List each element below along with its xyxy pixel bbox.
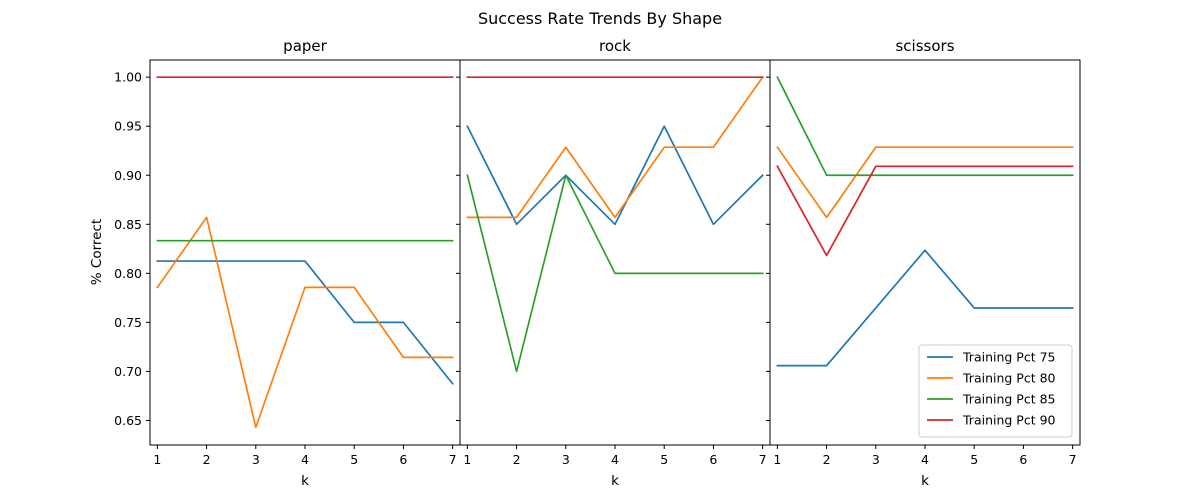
x-tick-label-rock-7: 7: [759, 452, 767, 467]
y-tick-label-0.85: 0.85: [114, 217, 142, 232]
y-tick-label-1.00: 1.00: [114, 70, 142, 85]
plot-frame-paper: [149, 59, 461, 446]
series-line-scissors-training-pct-90: [776, 165, 1074, 257]
x-tick-label-scissors-3: 3: [872, 452, 880, 467]
x-tick-label-rock-3: 3: [562, 452, 570, 467]
legend-label-training-pct-85: Training Pct 85: [962, 392, 1056, 407]
x-tick-label-scissors-4: 4: [921, 452, 929, 467]
x-tick-label-scissors-6: 6: [1019, 452, 1027, 467]
chart-panels: paper 1 2 3 4 5 6 7 k 0.65 0.70 0.75 0.80 0.85 0.90 0.9…: [114, 37, 1081, 489]
y-tick-label-0.90: 0.90: [114, 168, 142, 183]
panel-title-rock: rock: [599, 37, 631, 55]
series-line-paper-training-pct-80: [156, 216, 454, 429]
panel-title-scissors: scissors: [895, 37, 954, 55]
legend-label-training-pct-80: Training Pct 80: [962, 371, 1056, 386]
x-tick-label-rock-4: 4: [611, 452, 619, 467]
x-tick-label-rock-6: 6: [709, 452, 717, 467]
x-tick-label-scissors-1: 1: [773, 452, 781, 467]
y-tick-label-0.75: 0.75: [114, 315, 142, 330]
x-tick-label-scissors-2: 2: [823, 452, 831, 467]
legend-box: [918, 344, 1073, 438]
y-tick-label-0.70: 0.70: [114, 364, 142, 379]
x-tick-label-scissors-5: 5: [970, 452, 978, 467]
chart-title: Success Rate Trends By Shape: [478, 9, 722, 28]
panel-scissors: scissors 1 2 3 4 5 6 7 k: [766, 37, 1081, 489]
series-line-scissors-training-pct-85: [776, 76, 1074, 177]
chart-legend: Training Pct 75 Training Pct 80 Training P…: [918, 344, 1073, 438]
x-tick-label-rock-1: 1: [463, 452, 471, 467]
series-line-rock-training-pct-85: [466, 174, 764, 373]
x-tick-label-paper-2: 2: [203, 452, 211, 467]
legend-label-training-pct-75: Training Pct 75: [962, 350, 1056, 365]
panel-paper: paper 1 2 3 4 5 6 7 k 0.65 0.70 0.75 0.80 0.85 0.90 0.9…: [114, 37, 461, 489]
x-axis-label-scissors: k: [921, 473, 929, 489]
x-axis-label-paper: k: [301, 473, 309, 489]
series-line-paper-training-pct-75: [156, 260, 454, 385]
x-tick-label-scissors-7: 7: [1069, 452, 1077, 467]
x-tick-label-paper-3: 3: [252, 452, 260, 467]
x-tick-label-paper-7: 7: [449, 452, 457, 467]
x-axis-label-rock: k: [611, 473, 619, 489]
x-tick-label-rock-2: 2: [513, 452, 521, 467]
panel-title-paper: paper: [283, 37, 327, 55]
x-tick-label-rock-5: 5: [660, 452, 668, 467]
y-axis-label: % Correct: [89, 219, 105, 285]
x-tick-label-paper-5: 5: [350, 452, 358, 467]
y-tick-label-0.95: 0.95: [114, 119, 142, 134]
y-tick-label-0.65: 0.65: [114, 413, 142, 428]
series-line-scissors-training-pct-75: [776, 249, 1074, 367]
series-line-rock-training-pct-80: [466, 75, 764, 219]
plot-frame-rock: [459, 59, 771, 446]
legend-label-training-pct-90: Training Pct 90: [962, 413, 1056, 428]
panel-rock: rock 1 2 3 4 5 6 7 k: [456, 37, 771, 489]
series-line-scissors-training-pct-80: [776, 146, 1074, 219]
series-line-rock-training-pct-75: [466, 125, 764, 226]
x-tick-label-paper-6: 6: [399, 452, 407, 467]
x-tick-label-paper-1: 1: [153, 452, 161, 467]
x-tick-label-paper-4: 4: [301, 452, 309, 467]
y-tick-label-0.80: 0.80: [114, 266, 142, 281]
